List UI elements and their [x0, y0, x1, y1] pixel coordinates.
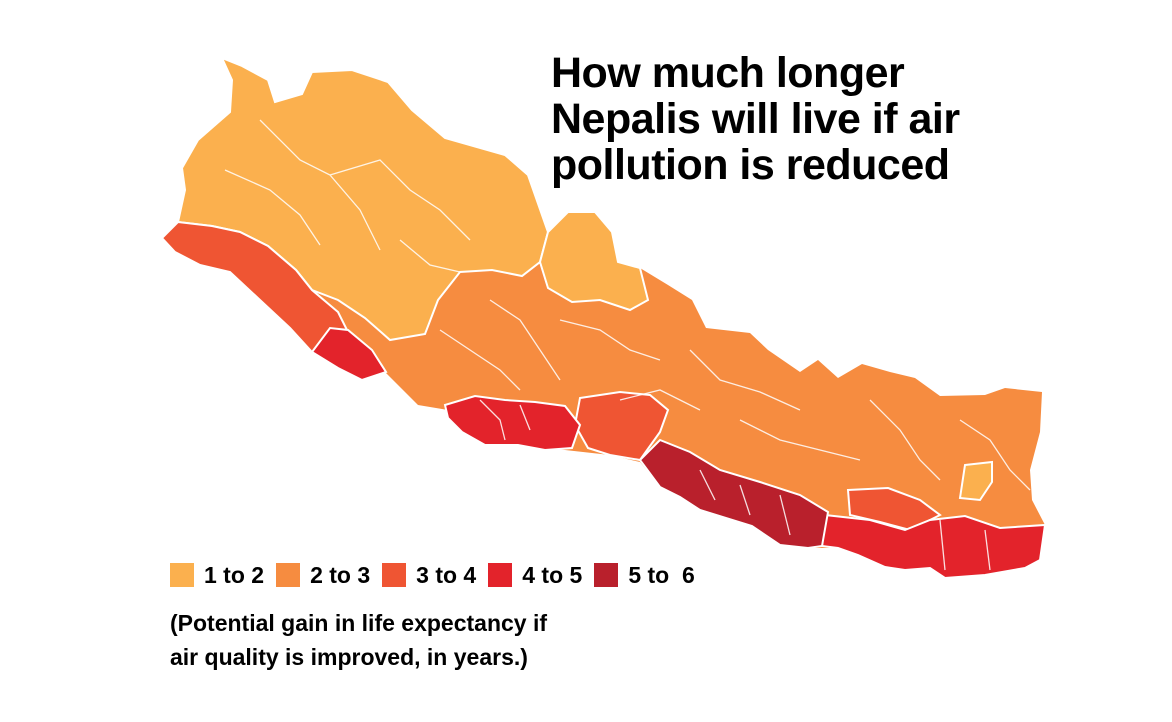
legend-label: 1 to 2: [204, 561, 265, 588]
legend-item-4-to-5: 4 to 5: [488, 562, 594, 589]
legend-swatch: [488, 563, 513, 587]
note-line-1: (Potential gain in life expectancy if: [170, 610, 548, 636]
legend-item-5-to-6: 5 to 6: [594, 562, 706, 589]
region-5-to-6-south-central: [638, 438, 830, 550]
legend-note: (Potential gain in life expectancy if ai…: [170, 606, 690, 674]
legend-label: 2 to 3: [310, 561, 371, 588]
legend-label: 3 to 4: [416, 561, 477, 588]
legend-swatch: [382, 563, 407, 587]
legend: 1 to 2 2 to 3 3 to 4 4 to 5 5 to 6: [170, 561, 707, 589]
map-title: How much longer Nepalis will live if air…: [551, 50, 1021, 188]
region-3-to-4-central: [573, 390, 670, 462]
region-4-to-5-far-west: [310, 326, 388, 382]
note-line-2: air quality is improved, in years.): [170, 644, 528, 670]
legend-swatch: [170, 563, 194, 587]
legend-item-1-to-2: 1 to 2: [170, 562, 276, 589]
legend-label: 4 to 5: [522, 561, 583, 588]
title-line-2: Nepalis will live if air: [551, 95, 960, 143]
title-line-1: How much longer: [551, 49, 905, 97]
title-line-3: pollution is reduced: [551, 141, 950, 189]
legend-item-2-to-3: 2 to 3: [276, 562, 382, 589]
legend-label: 5 to 6: [628, 561, 695, 588]
legend-item-3-to-4: 3 to 4: [382, 562, 488, 589]
region-4-to-5-mid-west: [443, 394, 582, 452]
legend-swatch: [276, 563, 301, 587]
region-1-to-2-east: [958, 460, 993, 502]
region-1-to-2-west: [176, 56, 550, 342]
legend-swatch: [594, 563, 619, 587]
region-1-to-2-central: [538, 211, 650, 312]
district-boundaries: [224, 119, 1031, 571]
